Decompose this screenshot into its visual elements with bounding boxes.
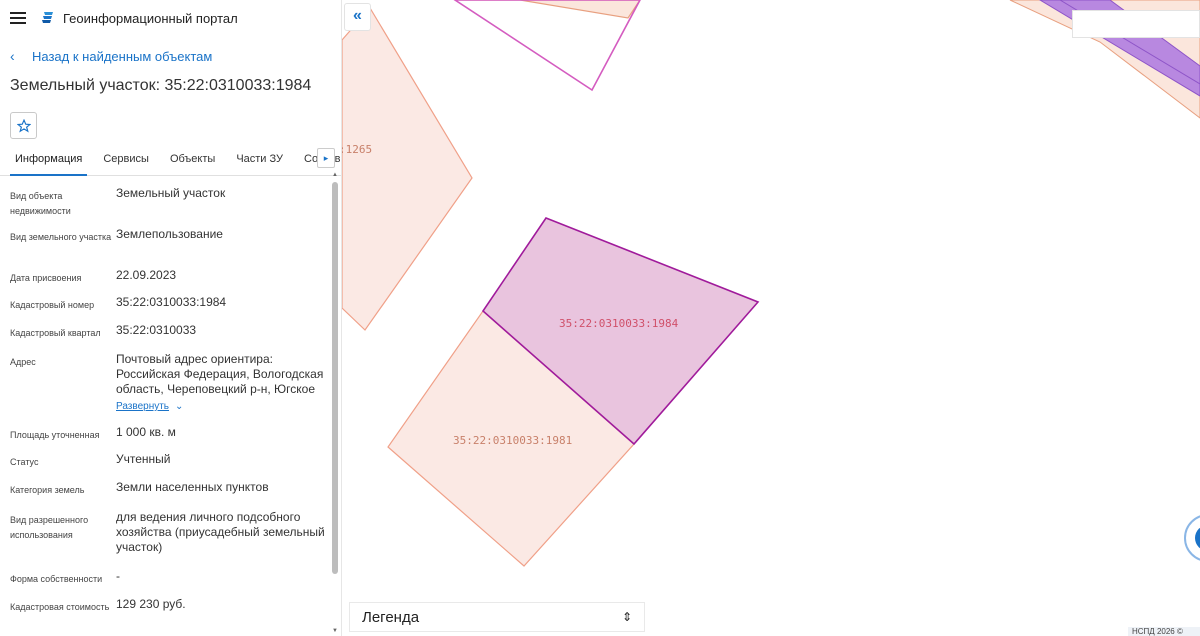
tabs-scroll-right-button[interactable]: ▸ bbox=[317, 148, 335, 168]
info-value: для ведения личного подсобного хозяйства… bbox=[116, 510, 325, 554]
info-label: Категория земель bbox=[10, 485, 85, 495]
info-row: Вид земельного участка Землепользование bbox=[0, 227, 330, 268]
info-row: Кадастровая стоимость 129 230 руб. bbox=[0, 597, 330, 633]
info-label: Вид объекта недвижимости bbox=[10, 191, 71, 216]
tab-bar: Информация Сервисы Объекты Части ЗУ Сост… bbox=[0, 146, 341, 176]
app-title: Геоинформационный портал bbox=[63, 10, 238, 26]
favorite-button[interactable] bbox=[10, 112, 37, 139]
legend-panel[interactable]: Легенда ⇕ bbox=[349, 602, 645, 632]
info-value: Учтенный bbox=[116, 452, 171, 466]
info-label: Статус bbox=[10, 457, 39, 467]
info-row: Вид объекта недвижимости Земельный участ… bbox=[0, 186, 330, 227]
info-row: Статус Учтенный bbox=[0, 452, 330, 480]
info-value: - bbox=[116, 569, 120, 583]
star-icon bbox=[16, 118, 31, 133]
parcel-top-orange[interactable] bbox=[460, 0, 641, 19]
info-label: Кадастровый номер bbox=[10, 300, 95, 310]
tab-objects[interactable]: Объекты bbox=[169, 153, 216, 165]
info-row: Дата присвоения 22.09.2023 bbox=[0, 268, 330, 295]
tab-parts[interactable]: Части ЗУ bbox=[236, 153, 284, 165]
info-value: Земли населенных пунктов bbox=[116, 480, 269, 494]
info-row: Кадастровый квартал 35:22:0310033 bbox=[0, 323, 330, 352]
info-label: Кадастровая стоимость bbox=[10, 602, 110, 612]
map-search-box[interactable] bbox=[1072, 10, 1200, 38]
expand-updown-icon[interactable]: ⇕ bbox=[621, 610, 632, 624]
info-label: Площадь уточненная bbox=[10, 430, 100, 440]
parcel-1265[interactable] bbox=[341, 6, 473, 331]
back-to-results-link[interactable]: ‹ Назад к найденным объектам bbox=[0, 42, 341, 70]
chevron-left-icon: ‹ bbox=[10, 48, 15, 64]
info-value: Земельный участок bbox=[116, 186, 226, 200]
scrollbar[interactable]: ▲ ▼ bbox=[331, 172, 339, 636]
info-row-address: Адрес Почтовый адрес ориентира: Российск… bbox=[0, 352, 330, 425]
scrollbar-thumb[interactable] bbox=[332, 182, 338, 574]
tab-information[interactable]: Информация bbox=[10, 146, 88, 176]
tab-services[interactable]: Сервисы bbox=[103, 153, 149, 165]
sidebar: Геоинформационный портал ‹ Назад к найде… bbox=[0, 0, 342, 636]
info-label: Форма собственности bbox=[10, 574, 103, 584]
info-label: Дата присвоения bbox=[10, 273, 82, 283]
info-value: 22.09.2023 bbox=[116, 268, 177, 282]
info-row: Площадь уточненная 1 000 кв. м bbox=[0, 425, 330, 452]
info-row: Вид разрешенного использования для веден… bbox=[0, 510, 330, 569]
info-value: Почтовый адрес ориентира: Российская Фед… bbox=[116, 352, 324, 396]
parcel-1984-label: 35:22:0310033:1984 bbox=[559, 317, 679, 330]
info-row: Форма собственности - bbox=[0, 569, 330, 597]
info-value: 35:22:0310033:1984 bbox=[116, 295, 227, 309]
scroll-up-icon[interactable]: ▲ bbox=[332, 172, 338, 178]
info-value: 35:22:0310033 bbox=[116, 323, 197, 337]
info-label: Адрес bbox=[10, 357, 36, 367]
parcel-1984-selected[interactable] bbox=[481, 217, 760, 446]
expand-address-link[interactable]: Развернуть bbox=[116, 401, 170, 412]
info-value: Землепользование bbox=[116, 227, 223, 241]
address-value-block: Почтовый адрес ориентира: Российская Фед… bbox=[116, 352, 326, 425]
parcel-1981-label: 35:22:0310033:1981 bbox=[453, 434, 572, 447]
info-value: 1 000 кв. м bbox=[116, 425, 176, 439]
info-value: 129 230 руб. bbox=[116, 597, 186, 611]
info-list: Вид объекта недвижимости Земельный участ… bbox=[0, 186, 330, 633]
portal-logo-icon bbox=[42, 12, 53, 23]
info-label: Кадастровый квартал bbox=[10, 328, 101, 338]
chevron-down-icon[interactable]: ⌄ bbox=[175, 401, 184, 412]
info-row: Кадастровый номер 35:22:0310033:1984 bbox=[0, 295, 330, 323]
back-link-label: Назад к найденным объектам bbox=[32, 48, 213, 64]
topbar: Геоинформационный портал bbox=[0, 0, 341, 36]
object-title: Земельный участок: 35:22:0310033:1984 bbox=[10, 77, 312, 94]
scroll-down-icon[interactable]: ▼ bbox=[332, 628, 338, 634]
legend-label: Легенда bbox=[362, 608, 420, 626]
info-label: Вид земельного участка bbox=[10, 232, 112, 242]
location-icon bbox=[1195, 525, 1200, 551]
parcel-top-pink[interactable] bbox=[453, 0, 641, 92]
info-label: Вид разрешенного использования bbox=[10, 515, 89, 540]
copyright-label: НСПД 2026 © bbox=[1128, 627, 1200, 636]
parcel-1265-label: :1265 bbox=[339, 143, 372, 156]
menu-icon[interactable] bbox=[10, 12, 26, 24]
info-row: Категория земель Земли населенных пункто… bbox=[0, 480, 330, 510]
collapse-sidebar-button[interactable]: « bbox=[344, 3, 371, 31]
